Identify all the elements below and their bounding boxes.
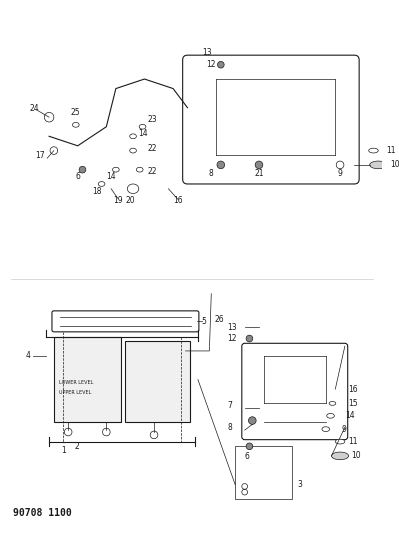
Text: 17: 17: [35, 151, 44, 160]
Ellipse shape: [327, 414, 334, 418]
Ellipse shape: [44, 112, 54, 122]
Ellipse shape: [73, 123, 79, 127]
Text: 23: 23: [147, 115, 157, 124]
Text: 3: 3: [297, 480, 302, 489]
Text: 6: 6: [245, 452, 249, 461]
Text: 25: 25: [71, 108, 81, 117]
Ellipse shape: [369, 161, 387, 169]
Ellipse shape: [98, 182, 105, 187]
Ellipse shape: [246, 443, 253, 450]
Text: 19: 19: [113, 196, 122, 205]
Text: 10: 10: [352, 451, 361, 461]
Ellipse shape: [217, 161, 225, 169]
Text: 24: 24: [30, 103, 40, 112]
Text: LOWER LEVEL: LOWER LEVEL: [59, 381, 93, 385]
Text: 2: 2: [75, 442, 80, 451]
Text: 11: 11: [386, 146, 395, 155]
Text: 90708 1100: 90708 1100: [13, 508, 71, 519]
Ellipse shape: [130, 148, 136, 153]
Ellipse shape: [335, 439, 345, 444]
Text: 12: 12: [227, 334, 237, 343]
Text: 12: 12: [207, 60, 216, 69]
Text: 15: 15: [348, 399, 358, 408]
Text: 14: 14: [138, 130, 147, 138]
Ellipse shape: [249, 417, 256, 424]
Text: 5: 5: [202, 317, 207, 326]
Text: 14: 14: [345, 411, 354, 421]
FancyBboxPatch shape: [242, 343, 348, 440]
Text: 6: 6: [75, 172, 80, 181]
Ellipse shape: [136, 167, 143, 172]
Ellipse shape: [130, 134, 136, 139]
Text: 4: 4: [25, 351, 30, 360]
Text: 20: 20: [125, 196, 135, 205]
Text: 1: 1: [61, 446, 66, 455]
Text: UPPER LEVEL: UPPER LEVEL: [59, 390, 91, 395]
Text: 7: 7: [227, 401, 232, 410]
Text: 14: 14: [106, 172, 116, 181]
Ellipse shape: [79, 166, 86, 173]
Ellipse shape: [113, 167, 119, 172]
Ellipse shape: [50, 147, 58, 155]
Text: 8: 8: [209, 169, 213, 179]
Text: 11: 11: [348, 437, 357, 446]
Text: 13: 13: [202, 48, 211, 57]
Ellipse shape: [369, 148, 378, 153]
Text: 22: 22: [147, 167, 157, 176]
Ellipse shape: [255, 161, 263, 169]
Text: 16: 16: [173, 196, 183, 205]
Ellipse shape: [139, 124, 146, 129]
Bar: [125, 342, 190, 423]
Ellipse shape: [217, 61, 224, 68]
Text: 13: 13: [227, 322, 237, 332]
Ellipse shape: [246, 335, 253, 342]
Bar: [235, 446, 292, 499]
FancyBboxPatch shape: [52, 311, 199, 332]
Ellipse shape: [127, 184, 139, 193]
Ellipse shape: [329, 401, 336, 405]
FancyBboxPatch shape: [183, 55, 359, 184]
Text: 9: 9: [338, 169, 342, 179]
Text: 18: 18: [92, 187, 101, 196]
Text: 21: 21: [254, 169, 264, 179]
Text: 8: 8: [227, 423, 232, 432]
Ellipse shape: [336, 161, 344, 169]
Text: 22: 22: [147, 143, 157, 152]
Text: 16: 16: [348, 385, 358, 393]
Bar: [54, 337, 120, 423]
Text: 10: 10: [391, 160, 399, 169]
Ellipse shape: [322, 427, 330, 432]
Text: 26: 26: [214, 316, 224, 324]
Ellipse shape: [332, 452, 349, 459]
Text: 9: 9: [342, 425, 347, 434]
